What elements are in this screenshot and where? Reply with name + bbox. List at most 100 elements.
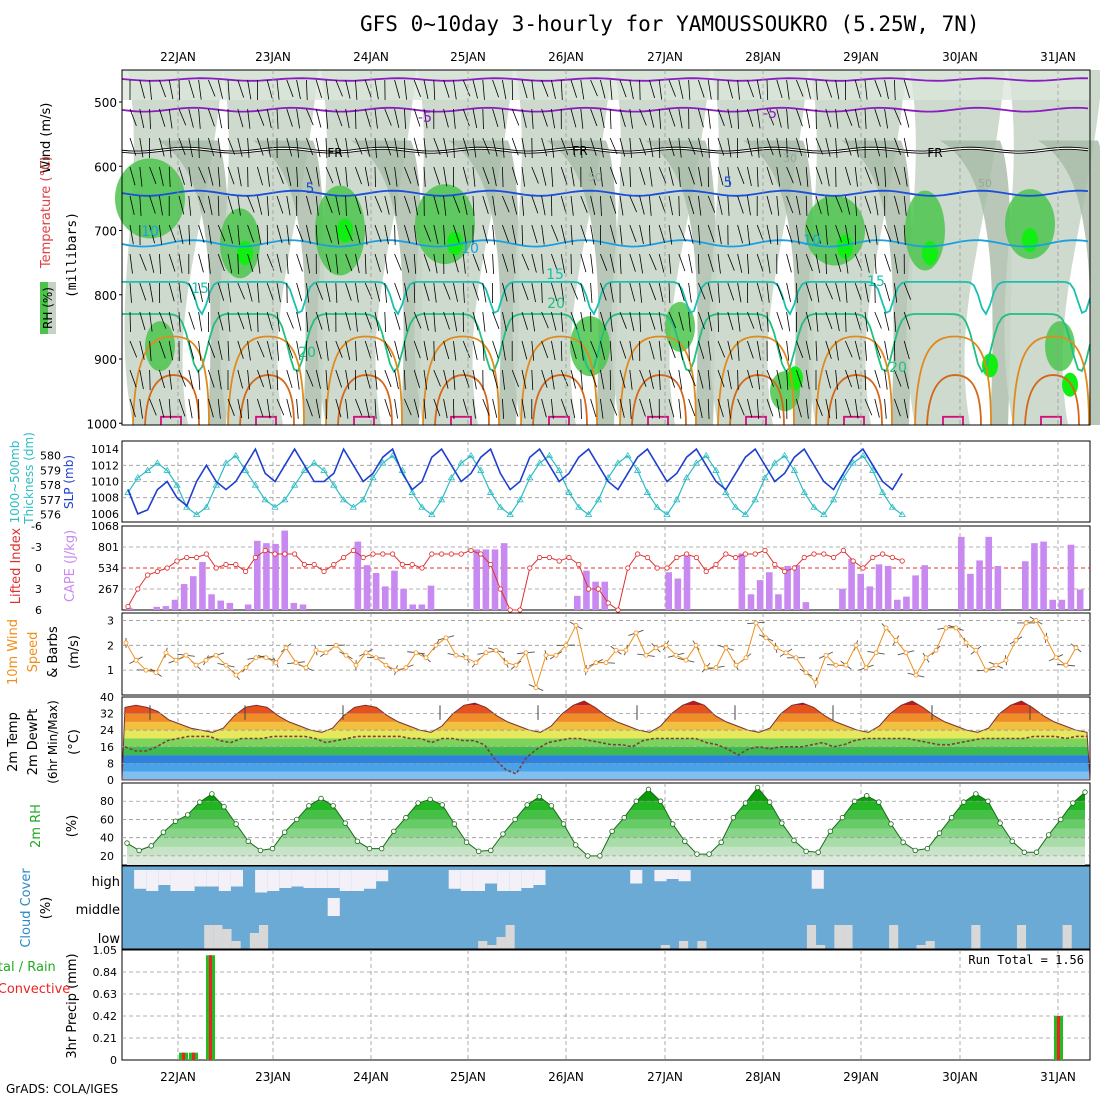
wind-barb bbox=[257, 253, 261, 274]
wind-barb bbox=[541, 398, 547, 418]
wind-speed-point bbox=[873, 650, 879, 656]
wind-speed-point bbox=[433, 642, 439, 648]
rh-point bbox=[633, 798, 640, 804]
wind-barb bbox=[619, 311, 627, 329]
wind-barb bbox=[580, 398, 582, 419]
cloud-low-bar bbox=[660, 945, 670, 949]
wind-barb bbox=[786, 340, 790, 361]
wind-barb bbox=[629, 195, 638, 213]
wind-barb bbox=[629, 311, 635, 331]
wind-barb bbox=[149, 108, 151, 129]
wind-barb bbox=[257, 340, 265, 358]
lifted-index-point bbox=[203, 551, 209, 557]
wind-barb bbox=[139, 398, 143, 419]
wind-barb bbox=[237, 137, 243, 157]
wind-barb bbox=[257, 166, 263, 186]
rh-green-area bbox=[570, 316, 610, 377]
wind-barb bbox=[413, 195, 418, 216]
contour-label-10: 10 bbox=[803, 233, 821, 249]
rh-bright-area bbox=[337, 218, 353, 243]
wind-barb bbox=[482, 224, 489, 244]
wind-barb bbox=[208, 282, 210, 303]
wind-barb bbox=[717, 253, 721, 274]
thickness-point bbox=[555, 466, 563, 473]
lifted-index-point bbox=[585, 586, 592, 592]
wind-barb bbox=[443, 195, 447, 216]
wind-barb bbox=[541, 166, 547, 186]
contour-35 bbox=[548, 415, 570, 425]
wind-barb bbox=[453, 253, 459, 273]
lifted-index-point bbox=[419, 565, 425, 571]
thickness-point bbox=[790, 466, 799, 473]
wind-barb bbox=[276, 166, 284, 184]
wind-barb bbox=[864, 108, 867, 129]
wind-barb bbox=[257, 369, 264, 388]
wind-tick: 3 bbox=[107, 614, 114, 627]
wind-barb bbox=[541, 195, 546, 216]
wind-barb bbox=[786, 108, 789, 129]
wind-speed-point bbox=[1043, 635, 1049, 641]
cloud-high-bar bbox=[485, 870, 498, 884]
wind-barb bbox=[786, 79, 790, 100]
wind-barb bbox=[629, 398, 632, 419]
wind-barb bbox=[707, 253, 714, 273]
wind-barb bbox=[276, 195, 284, 214]
lifted-index-point bbox=[164, 565, 170, 571]
wind-barb bbox=[384, 108, 392, 126]
contour-5 bbox=[121, 189, 1089, 197]
wind-speed-point bbox=[473, 660, 479, 666]
wind-barb bbox=[903, 166, 908, 187]
rh-label-swatch2 bbox=[48, 282, 56, 334]
wind-barb bbox=[139, 311, 146, 331]
wind-barb bbox=[315, 108, 322, 128]
rh-point bbox=[585, 853, 591, 859]
cape-bar bbox=[1031, 543, 1038, 610]
cape-bar bbox=[756, 580, 764, 610]
wind-barb bbox=[511, 398, 519, 417]
wind-barb bbox=[551, 79, 556, 99]
wind-barb bbox=[462, 253, 466, 274]
wind-barb bbox=[149, 369, 151, 390]
cloud-low-bar bbox=[249, 933, 259, 949]
thickness-point bbox=[183, 503, 191, 510]
wind-barb bbox=[756, 369, 761, 390]
thickness-point bbox=[898, 510, 906, 518]
wind-barb bbox=[266, 108, 272, 128]
cape-bar bbox=[254, 540, 261, 610]
wind-barb bbox=[502, 282, 508, 302]
wind-barb bbox=[129, 108, 137, 126]
precip-tick: 0.21 bbox=[93, 1032, 118, 1045]
wind-barb bbox=[462, 398, 469, 418]
wind-barb bbox=[511, 224, 517, 245]
wind-barb bbox=[129, 166, 136, 186]
cloud-low-bar bbox=[834, 925, 844, 949]
wind-barb bbox=[776, 137, 781, 158]
wind-barb bbox=[325, 282, 331, 302]
contour-25 bbox=[325, 335, 403, 426]
cape-tick: 1068 bbox=[91, 520, 119, 533]
wind-barb bbox=[257, 398, 264, 417]
wind-barb bbox=[374, 166, 376, 187]
wind-speed-point bbox=[243, 665, 249, 671]
wind-barb bbox=[502, 166, 504, 187]
wind-barb bbox=[217, 137, 222, 158]
wind-barb bbox=[168, 137, 172, 158]
wind-barb bbox=[874, 137, 881, 157]
wind-barb bbox=[835, 79, 840, 100]
wind-barb bbox=[482, 137, 490, 155]
wind-barb bbox=[178, 195, 185, 215]
wind-barb bbox=[825, 398, 831, 419]
wind-barb bbox=[658, 224, 666, 243]
cape-bar bbox=[473, 549, 481, 610]
wind-barb bbox=[688, 79, 691, 100]
pressure-tick-label: 900 bbox=[94, 353, 117, 367]
thickness-point bbox=[800, 488, 808, 495]
wind-barb bbox=[394, 282, 402, 301]
pressure-tick-label: 800 bbox=[94, 289, 117, 303]
wind-barb bbox=[609, 108, 612, 129]
wind-barb bbox=[227, 340, 230, 361]
wind-barb bbox=[668, 195, 674, 216]
lifted-index-point bbox=[350, 547, 356, 554]
lifted-index-point bbox=[174, 558, 180, 564]
wind-barb bbox=[413, 253, 417, 274]
